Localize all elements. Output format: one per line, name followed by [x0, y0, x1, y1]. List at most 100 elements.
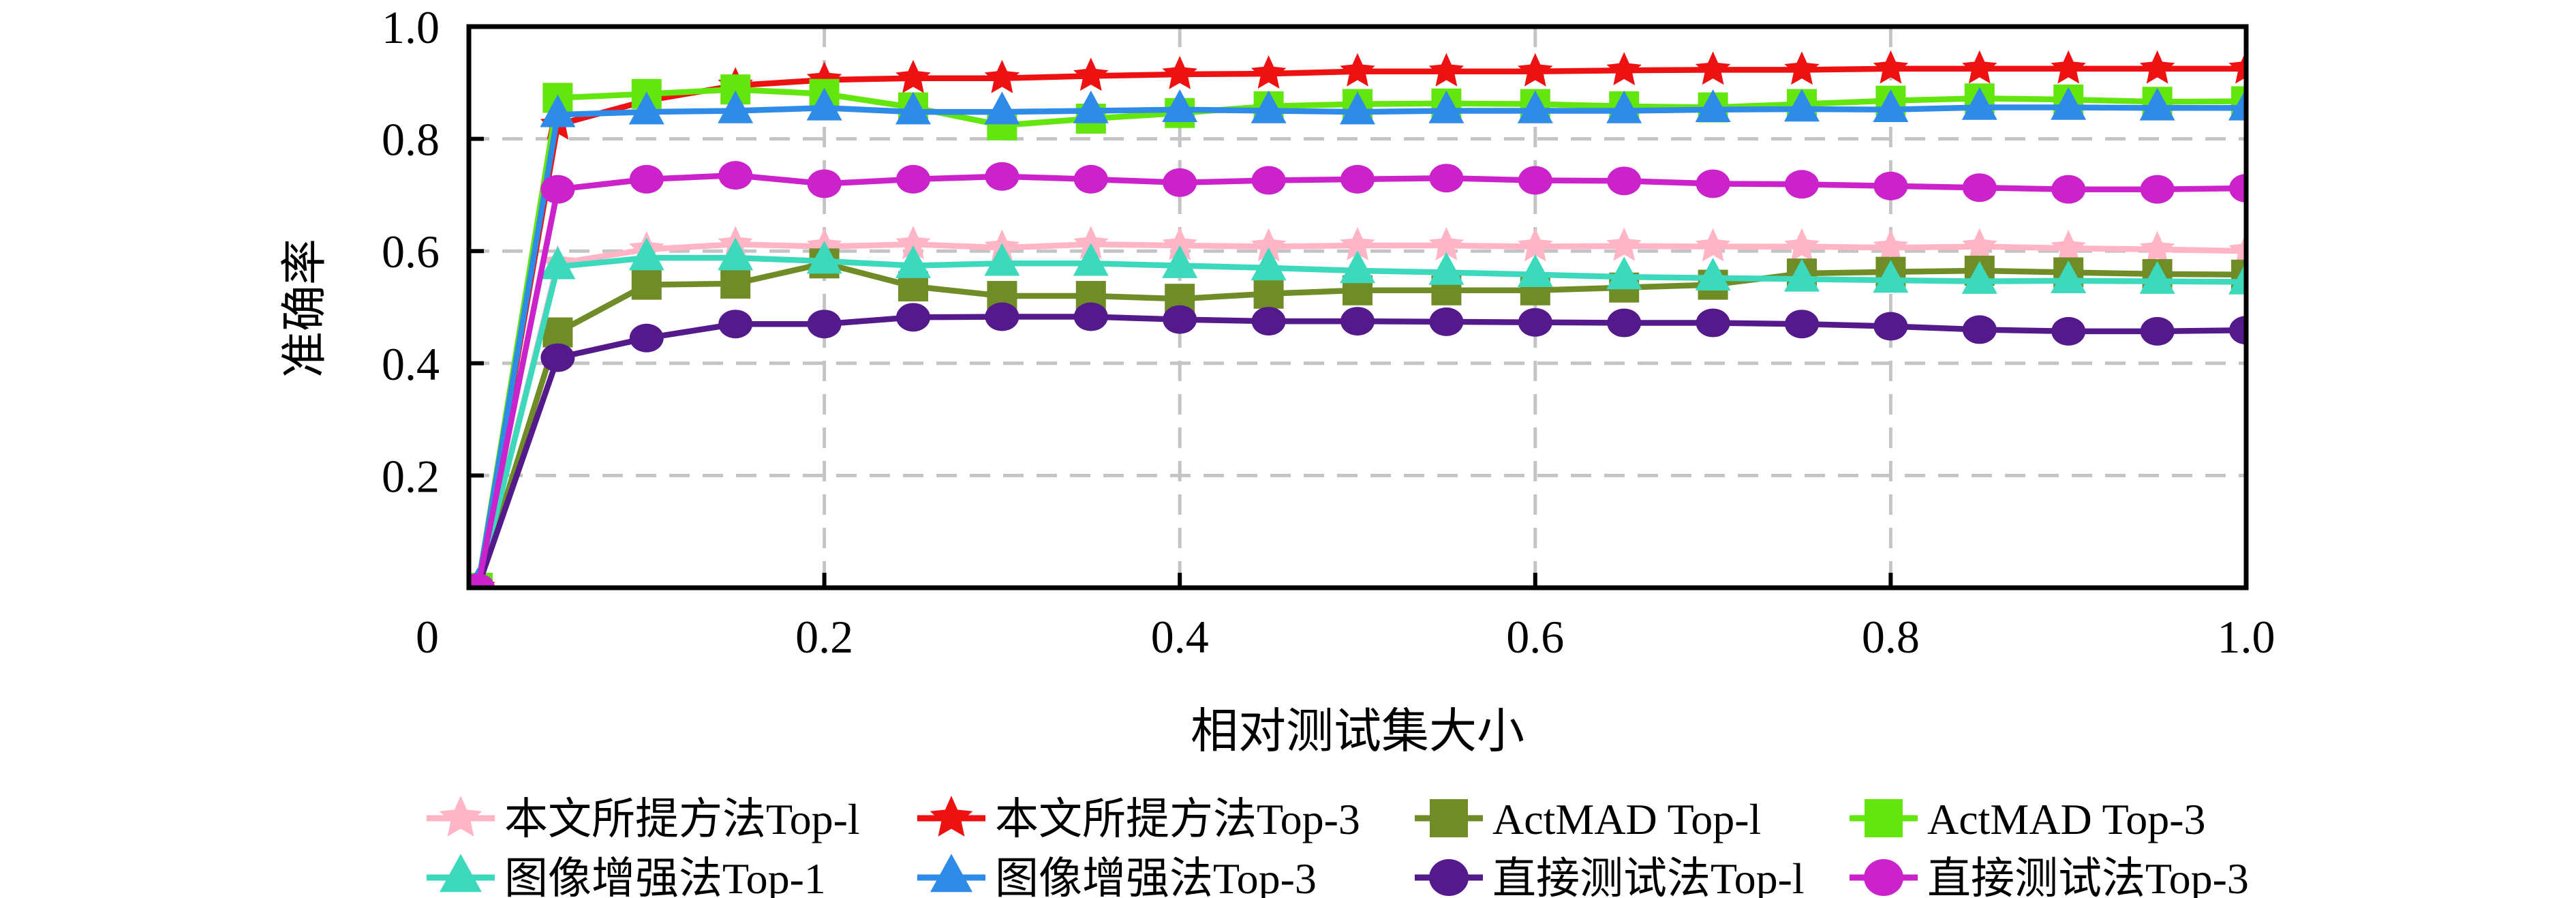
circle-marker-direct-top1 — [807, 310, 842, 339]
star-marker-proposed-top1 — [1340, 227, 1375, 260]
circle-marker-direct-top1 — [1962, 315, 1997, 344]
star-marker-proposed-top1 — [1873, 229, 1909, 263]
triangle-marker-augment-top1 — [2051, 260, 2087, 294]
triangle-marker-augment-top1 — [1784, 258, 1820, 292]
triangle-marker-augment-top3 — [1695, 89, 1731, 123]
star-marker-proposed-top3 — [1162, 56, 1197, 89]
triangle-marker-augment-top3 — [984, 91, 1020, 125]
triangle-marker-augment-top1 — [2139, 260, 2175, 294]
y-tick-label: 1.0 — [382, 1, 440, 53]
y-tick-label: 0.4 — [382, 338, 440, 390]
star-marker-proposed-top1 — [1162, 227, 1197, 260]
circle-marker-direct-top1 — [718, 310, 753, 339]
triangle-marker-augment-top1 — [2228, 261, 2246, 295]
y-axis-title: 准确率 — [279, 239, 331, 378]
circle-marker-direct-top3 — [2140, 175, 2175, 204]
circle-marker-direct-top1 — [985, 302, 1019, 331]
circle-marker-direct-top1 — [629, 323, 664, 353]
circle-marker-direct-top1 — [1873, 312, 1908, 341]
series-layer — [469, 50, 2246, 588]
legend-label: 直接测试法Top-3 — [1927, 854, 2249, 898]
triangle-marker-augment-top1 — [984, 243, 1020, 276]
triangle-marker-augment-top1 — [1606, 256, 1642, 290]
circle-marker-direct-top3 — [1340, 164, 1375, 194]
triangle-marker-augment-top1 — [1873, 260, 1909, 293]
square-marker-actmad-top1 — [542, 317, 573, 348]
square-icon — [1865, 799, 1903, 837]
triangle-marker-augment-top3 — [1961, 87, 1997, 120]
triangle-marker-augment-top3 — [806, 87, 842, 121]
circle-marker-direct-top3 — [985, 162, 1019, 191]
circle-marker-direct-top1 — [540, 343, 575, 372]
star-marker-proposed-top1 — [1962, 228, 1997, 262]
y-tick-label: 0.2 — [382, 450, 440, 502]
star-marker-proposed-top3 — [1873, 50, 1909, 84]
legend-item-augment-top1: 图像增强法Top-1 — [427, 854, 826, 898]
triangle-marker-augment-top1 — [806, 241, 842, 274]
triangle-icon — [440, 854, 482, 893]
square-marker-actmad-top1 — [1253, 278, 1284, 309]
circle-marker-direct-top1 — [896, 303, 930, 332]
legend-label: 本文所提方法Top-3 — [995, 795, 1360, 843]
legend-item-proposed-top3: 本文所提方法Top-3 — [917, 795, 1360, 843]
circle-marker-direct-top1 — [1073, 302, 1108, 331]
legend-label: ActMAD Top-3 — [1927, 795, 2206, 843]
triangle-marker-augment-top1 — [540, 246, 576, 280]
series-direct-top1 — [469, 302, 2246, 588]
legend-label: 本文所提方法Top-l — [504, 795, 860, 843]
star-marker-proposed-top1 — [2051, 230, 2086, 263]
star-marker-proposed-top1 — [1606, 227, 1642, 261]
tick-marks — [469, 25, 2248, 588]
legend-item-direct-top3: 直接测试法Top-3 — [1850, 854, 2249, 898]
star-icon — [930, 796, 973, 837]
legend-item-direct-top1: 直接测试法Top-l — [1415, 854, 1805, 898]
x-tick-label: 0.4 — [1151, 611, 1209, 663]
star-marker-proposed-top1 — [895, 226, 931, 260]
circle-marker-direct-top1 — [1696, 308, 1730, 338]
triangle-marker-augment-top3 — [2051, 87, 2087, 120]
star-marker-proposed-top1 — [1073, 226, 1109, 260]
x-tick-label: 0.2 — [795, 611, 853, 663]
triangle-marker-augment-top1 — [628, 237, 664, 271]
plot-border — [466, 24, 2249, 590]
triangle-marker-augment-top1 — [1517, 254, 1553, 288]
circle-marker-direct-top3 — [807, 169, 842, 198]
circle-marker-direct-top3 — [1251, 166, 1286, 195]
triangle-marker-augment-top3 — [1517, 90, 1553, 123]
star-marker-proposed-top1 — [1428, 227, 1465, 260]
legend-item-augment-top3: 图像增强法Top-3 — [917, 854, 1317, 898]
circle-icon — [1429, 859, 1469, 896]
star-marker-proposed-top3 — [1962, 50, 1997, 84]
square-marker-actmad-top1 — [720, 268, 751, 299]
circle-marker-direct-top1 — [1607, 308, 1642, 338]
triangle-marker-augment-top1 — [1073, 243, 1109, 276]
series-augment-top3 — [469, 87, 2246, 588]
legend-label: 直接测试法Top-l — [1492, 854, 1805, 898]
circle-marker-direct-top1 — [1163, 305, 1197, 334]
triangle-marker-augment-top3 — [1428, 90, 1465, 123]
circle-marker-direct-top3 — [1785, 170, 1819, 199]
series-direct-top3 — [469, 161, 2246, 588]
legend-label: 图像增强法Top-3 — [995, 854, 1317, 898]
circle-marker-direct-top1 — [2140, 316, 2175, 346]
star-marker-proposed-top3 — [1340, 53, 1375, 87]
square-icon — [1430, 799, 1468, 837]
circle-marker-direct-top3 — [469, 573, 495, 588]
circle-marker-direct-top3 — [1607, 166, 1642, 196]
triangle-marker-augment-top3 — [1251, 90, 1287, 123]
legend-label: 图像增强法Top-1 — [504, 854, 826, 898]
triangle-marker-augment-top3 — [1606, 90, 1642, 123]
star-marker-proposed-top3 — [1428, 53, 1465, 87]
star-marker-proposed-top3 — [1606, 52, 1642, 85]
y-tick-label: 0.6 — [382, 226, 440, 278]
triangle-marker-augment-top3 — [1784, 89, 1820, 122]
triangle-marker-augment-top1 — [1340, 250, 1375, 284]
triangle-marker-augment-top3 — [1162, 89, 1198, 123]
star-marker-proposed-top3 — [984, 59, 1020, 93]
legend: 本文所提方法Top-l 本文所提方法Top-3 ActMAD Top-l ActMAD… — [427, 795, 2249, 898]
star-marker-proposed-top1 — [2228, 233, 2246, 266]
y-tick-label: 0.8 — [382, 114, 440, 166]
circle-marker-direct-top1 — [1340, 307, 1375, 336]
triangle-marker-augment-top1 — [1251, 248, 1287, 281]
triangle-marker-augment-top3 — [1873, 89, 1909, 123]
